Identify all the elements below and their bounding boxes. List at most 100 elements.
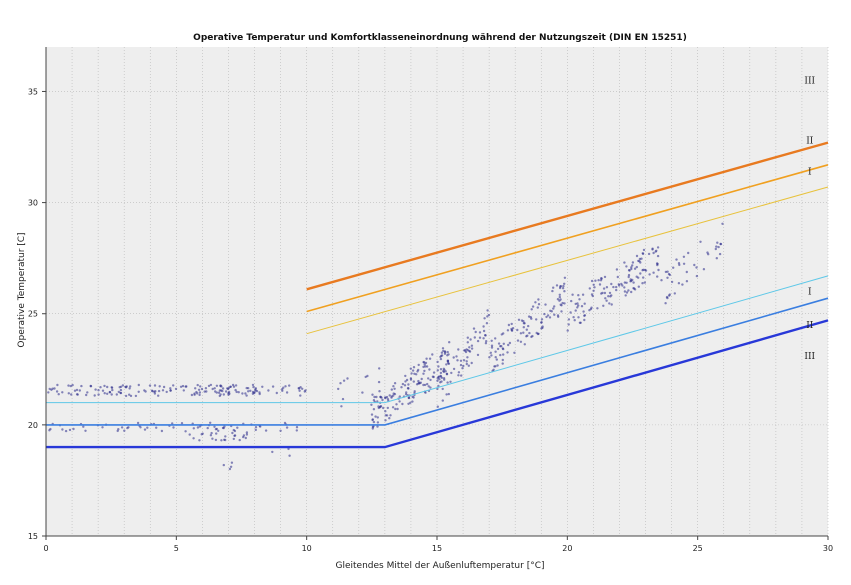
data-point	[429, 386, 432, 389]
data-point	[452, 367, 456, 371]
data-point	[196, 426, 200, 429]
data-point	[198, 393, 201, 397]
data-point	[217, 391, 221, 394]
data-point	[86, 391, 89, 394]
data-point	[685, 280, 689, 283]
data-point	[214, 390, 217, 393]
data-point	[424, 365, 427, 368]
data-point	[522, 326, 525, 329]
data-point	[664, 270, 668, 274]
data-point	[665, 295, 669, 299]
data-point	[386, 406, 389, 410]
data-point	[195, 390, 198, 394]
data-point	[716, 241, 719, 244]
data-point	[53, 387, 56, 390]
y-tick-label: 35	[28, 87, 38, 96]
data-point	[627, 289, 630, 292]
data-point	[171, 422, 174, 425]
y-axis-label: Operative Temperatur [C]	[17, 232, 27, 347]
data-point	[638, 257, 642, 261]
data-point	[386, 398, 390, 401]
data-point	[605, 299, 608, 302]
data-point	[535, 331, 538, 335]
data-point	[393, 392, 397, 396]
data-point	[443, 368, 446, 371]
data-point	[483, 317, 486, 320]
data-point	[401, 382, 405, 386]
data-point	[422, 360, 425, 364]
data-point	[117, 390, 121, 394]
data-point	[285, 391, 289, 394]
data-point	[182, 389, 185, 392]
data-point	[224, 435, 227, 438]
data-point	[205, 390, 208, 393]
data-point	[506, 351, 509, 354]
comfort-class-label: III	[804, 76, 815, 86]
data-point	[439, 374, 442, 378]
data-point	[567, 323, 570, 326]
data-point	[523, 343, 526, 346]
data-point	[484, 334, 487, 337]
data-point	[604, 297, 607, 300]
data-point	[431, 353, 434, 356]
data-point	[437, 384, 440, 388]
data-point	[466, 341, 469, 344]
data-point	[139, 426, 142, 429]
data-point	[237, 391, 240, 394]
data-point	[508, 341, 512, 345]
data-point	[527, 315, 531, 318]
data-point	[47, 391, 50, 394]
data-point	[261, 385, 264, 388]
data-point	[615, 268, 619, 271]
data-point	[488, 356, 491, 359]
x-tick-label: 20	[562, 544, 572, 553]
data-point	[342, 379, 346, 382]
data-point	[682, 255, 686, 258]
data-point	[721, 222, 724, 225]
data-point	[576, 302, 579, 305]
data-point	[526, 334, 529, 337]
data-point	[179, 385, 183, 388]
data-point	[110, 393, 113, 396]
y-tick-label: 20	[28, 421, 38, 430]
data-point	[259, 425, 262, 428]
data-point	[285, 426, 289, 429]
data-point	[222, 463, 225, 467]
data-point	[465, 360, 468, 363]
data-point	[678, 263, 681, 267]
data-point	[299, 394, 302, 397]
data-point	[376, 416, 379, 419]
data-point	[602, 287, 606, 290]
data-point	[623, 286, 626, 289]
data-point	[161, 389, 165, 392]
data-point	[639, 272, 642, 275]
data-point	[588, 287, 591, 290]
data-point	[75, 393, 79, 396]
comfort-class-label: II	[806, 321, 814, 331]
data-point	[473, 336, 476, 339]
data-point	[459, 363, 463, 367]
data-point	[236, 426, 239, 429]
data-point	[108, 390, 112, 394]
data-point	[245, 394, 248, 397]
x-tick-label: 25	[693, 544, 703, 553]
data-point	[552, 307, 555, 310]
data-point	[478, 331, 482, 334]
data-point	[609, 295, 612, 298]
data-point	[390, 396, 393, 399]
data-point	[192, 427, 195, 430]
data-point	[623, 281, 627, 284]
data-point	[439, 381, 442, 384]
data-point	[128, 393, 131, 396]
data-point	[103, 384, 106, 388]
data-point	[643, 281, 646, 284]
data-point	[128, 387, 131, 390]
data-point	[283, 421, 287, 425]
data-point	[391, 406, 395, 409]
data-point	[103, 392, 106, 395]
data-point	[536, 306, 539, 309]
data-point	[412, 366, 416, 369]
data-point	[169, 389, 172, 392]
